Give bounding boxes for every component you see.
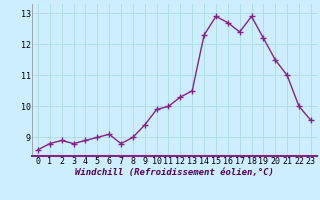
X-axis label: Windchill (Refroidissement éolien,°C): Windchill (Refroidissement éolien,°C) bbox=[75, 168, 274, 177]
